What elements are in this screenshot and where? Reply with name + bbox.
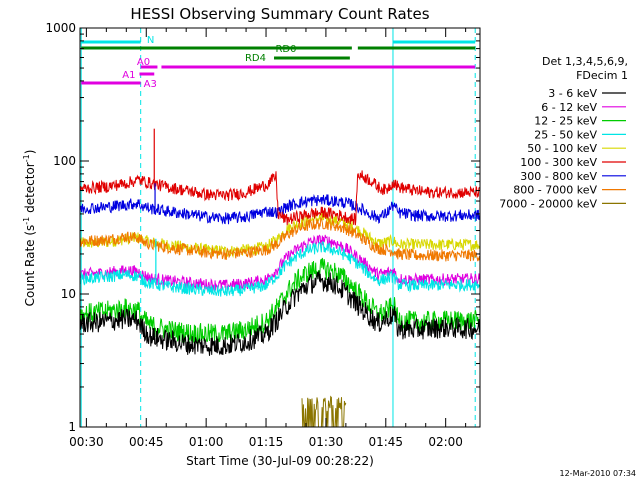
legend-label-6-12-kev: 6 - 12 keV: [541, 101, 597, 114]
x-tick-label-75: 01:15: [249, 435, 284, 449]
y-axis-label-end: ): [23, 150, 37, 155]
y-axis-label-mid: detector: [23, 162, 37, 217]
legend-label-25-50-kev: 25 - 50 keV: [534, 128, 597, 141]
x-tick-label-60: 01:00: [189, 435, 224, 449]
legend-label-12-25-kev: 12 - 25 keV: [534, 115, 597, 128]
y-axis-label-sup1: -1: [22, 217, 31, 225]
flag-label-a1: A1: [122, 70, 135, 81]
legend-header-line-2: FDecim 1: [576, 69, 628, 82]
flag-label-rd4: RD4: [245, 53, 266, 64]
legend-label-7000-20000-kev: 7000 - 20000 keV: [499, 197, 597, 210]
x-tick-label-120: 02:00: [428, 435, 463, 449]
x-tick-label-90: 01:30: [309, 435, 344, 449]
legend-label-100-300-kev: 100 - 300 keV: [520, 156, 597, 169]
legend-label-50-100-kev: 50 - 100 keV: [527, 142, 597, 155]
y-tick-label-10: 10: [61, 287, 76, 301]
series-line-3-6-kev: [79, 270, 480, 356]
y-tick-label-1: 1: [68, 420, 76, 434]
generated-timestamp: 12-Mar-2010 07:34: [560, 469, 637, 478]
plot-area: [79, 28, 480, 428]
x-axis-label: Start Time (30-Jul-09 00:28:22): [186, 454, 374, 468]
flag-label-n: N: [147, 35, 154, 46]
plot-frame: [79, 27, 481, 428]
series-line-800-7000-kev: [79, 217, 480, 262]
flag-label-a3: A3: [144, 79, 157, 90]
x-tick-label-30: 00:30: [69, 435, 104, 449]
x-tick-label-45: 00:45: [129, 435, 164, 449]
flag-label-rd0: RD0: [275, 44, 296, 55]
chart-title: HESSI Observing Summary Count Rates: [130, 5, 429, 23]
legend-label-300-800-kev: 300 - 800 keV: [520, 170, 597, 183]
legend-header-line-1: Det 1,3,4,5,6,9,: [542, 55, 628, 68]
x-tick-label-105: 01:45: [368, 435, 403, 449]
y-axis-label-sup2: -1: [22, 154, 31, 162]
legend-label-3-6-kev: 3 - 6 keV: [548, 87, 597, 100]
series-line-25-50-kev: [79, 241, 480, 297]
y-axis-ticks: 1 10 100 1000: [45, 21, 480, 434]
series-line-100-300-kev: [79, 170, 480, 226]
y-axis-label: Count Rate (s-1 detector-1): [22, 150, 37, 307]
y-tick-label-1000: 1000: [45, 21, 76, 35]
x-axis-ticks: 00:30 00:45 01:00 01:15 01:30 01:45 02:00: [69, 28, 467, 449]
legend-label-800-7000-kev: 800 - 7000 keV: [513, 184, 597, 197]
series-line-7000-20000-kev: [301, 395, 347, 428]
series-line-6-12-kev: [80, 234, 480, 291]
y-axis-label-main: Count Rate (s: [23, 225, 37, 307]
y-tick-label-100: 100: [53, 154, 76, 168]
flag-label-a0: A0: [137, 57, 150, 68]
series-line-12-25-kev: [79, 257, 480, 346]
